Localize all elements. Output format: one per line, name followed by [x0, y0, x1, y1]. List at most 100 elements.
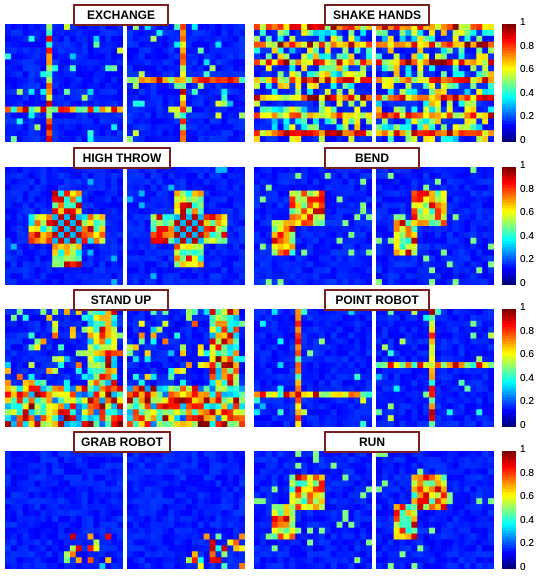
heatmap-cell: [301, 112, 308, 119]
heatmap-cell: [324, 409, 331, 416]
heatmap-cell: [313, 83, 320, 90]
heatmap-cell: [10, 190, 18, 197]
heatmap-cell: [99, 106, 106, 113]
heatmap-cell: [289, 338, 296, 345]
heatmap-cell: [197, 59, 204, 66]
heatmap-cell: [209, 136, 216, 142]
heatmap-cell: [429, 320, 436, 327]
heatmap-cell: [81, 409, 88, 416]
heatmap-cell: [132, 338, 140, 345]
heatmap-cell: [423, 184, 430, 191]
heatmap-cell: [239, 415, 245, 422]
heatmap-cell: [318, 184, 326, 191]
heatmap-cell: [381, 243, 389, 250]
heatmap-cell: [399, 273, 406, 280]
heatmap-cell: [16, 226, 23, 233]
heatmap-cell: [348, 320, 355, 327]
colorbar-tick-label: 0.2: [520, 111, 534, 123]
heatmap-cell: [336, 124, 343, 131]
heatmap-cell: [203, 172, 210, 180]
heatmap-cell: [301, 267, 308, 274]
heatmap-cell: [209, 106, 216, 113]
heatmap-cell: [429, 226, 436, 233]
heatmap-cell: [482, 309, 489, 316]
heatmap-cell: [186, 214, 193, 221]
heatmap-cell: [215, 59, 222, 66]
heatmap-cell: [162, 24, 169, 31]
heatmap-cell: [440, 100, 448, 107]
heatmap-cell: [105, 338, 112, 345]
heatmap-cell: [40, 261, 47, 268]
heatmap-cell: [174, 94, 181, 101]
heatmap-cell: [93, 279, 100, 285]
heatmap-cell: [16, 261, 23, 268]
heatmap-cell: [87, 226, 94, 233]
heatmap-cell: [138, 106, 145, 113]
heatmap-cell: [336, 130, 343, 137]
heatmap-cell: [464, 118, 471, 125]
heatmap-cell: [209, 326, 216, 333]
heatmap-cell: [271, 100, 278, 107]
heatmap-cell: [58, 190, 65, 197]
heatmap-cell: [307, 220, 314, 227]
heatmap-cell: [482, 94, 489, 101]
heatmap-cell: [411, 100, 418, 107]
heatmap-cell: [446, 184, 453, 191]
heatmap-cell: [58, 249, 65, 256]
heatmap-cell: [393, 385, 400, 392]
heatmap-cell: [354, 208, 361, 215]
heatmap-cell: [417, 391, 424, 398]
heatmap-cell: [387, 397, 394, 404]
heatmap-cell: [10, 403, 18, 410]
heatmap-cell: [81, 130, 88, 137]
heatmap-cell: [28, 409, 35, 416]
heatmap-cell: [470, 53, 477, 60]
heatmap-cell: [162, 338, 169, 345]
heatmap-cell: [10, 178, 18, 185]
heatmap-cell: [265, 279, 272, 285]
heatmap-cell: [5, 196, 12, 203]
heatmap-cell: [271, 421, 278, 427]
heatmap-cell: [393, 309, 400, 316]
heatmap-cell: [138, 202, 145, 209]
heatmap-cell: [197, 106, 204, 113]
heatmap-cell: [342, 178, 349, 185]
heatmap-cell: [265, 94, 272, 101]
heatmap-cell: [360, 112, 367, 119]
heatmap-cell: [111, 379, 118, 386]
heatmap-cell: [381, 65, 389, 72]
colorbar-segment: [502, 26, 516, 31]
heatmap-cell: [254, 237, 261, 244]
heatmap-cell: [162, 94, 169, 101]
heatmap-cell: [318, 237, 326, 244]
heatmap-cell: [168, 273, 175, 280]
heatmap-cell: [117, 385, 124, 392]
heatmap-cell: [127, 362, 134, 369]
heatmap-cell: [99, 59, 106, 66]
heatmap-cell: [330, 130, 337, 137]
heatmap-cell: [417, 231, 424, 239]
heatmap-cell: [28, 59, 35, 66]
heatmap-cell: [488, 350, 494, 357]
heatmap-cell: [5, 24, 12, 31]
heatmap-cell: [40, 112, 47, 119]
heatmap-cell: [191, 77, 199, 84]
heatmap-cell: [221, 35, 228, 42]
heatmap-cell: [99, 202, 106, 209]
heatmap-cell: [366, 202, 373, 209]
heatmap-cell: [168, 226, 175, 233]
heatmap-cell: [64, 196, 71, 203]
heatmap-cell: [34, 415, 41, 422]
heatmap-cell: [191, 214, 199, 221]
heatmap-cell: [64, 41, 71, 48]
heatmap-cell: [144, 71, 151, 78]
heatmap-cell: [75, 261, 82, 268]
heatmap-cell: [87, 65, 94, 72]
heatmap-cell: [239, 231, 245, 239]
colorbar-segment: [502, 130, 516, 134]
heatmap-cell: [93, 208, 100, 215]
heatmap-cell: [69, 373, 77, 381]
colorbar-tick-label: 0.2: [520, 111, 534, 123]
heatmap-cell: [180, 47, 187, 54]
heatmap-cell: [58, 243, 65, 250]
